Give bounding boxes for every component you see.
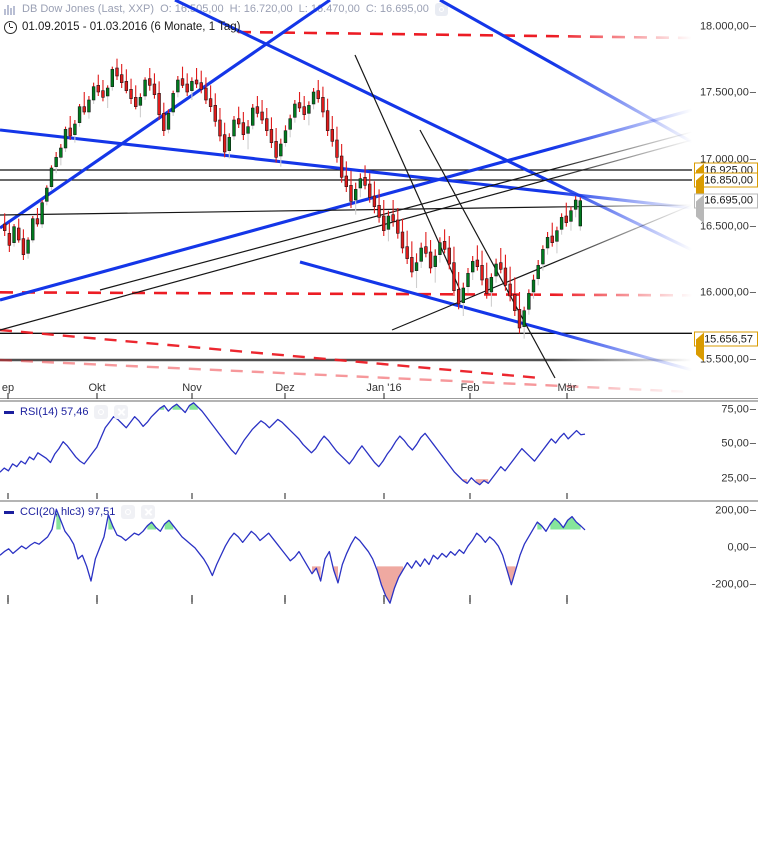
cci-gear-icon[interactable]	[121, 505, 136, 519]
time-axis-label: ep	[1, 382, 15, 394]
price-chart-pane[interactable]	[0, 0, 758, 400]
price-axis-tick: 15.500,00	[700, 354, 756, 366]
indicator-axis-tick: 25,00	[721, 473, 756, 485]
clock-icon	[4, 20, 17, 34]
price-axis-tick: 16.000,00	[700, 287, 756, 299]
time-axis-label: Feb	[460, 382, 480, 394]
legend-dash-icon	[4, 410, 14, 414]
rsi-gear-icon[interactable]	[94, 405, 109, 419]
rsi-close-icon[interactable]	[114, 405, 129, 419]
cci-legend: CCI(20, hlc3) 97,51	[4, 505, 156, 519]
legend-dash-icon	[4, 510, 14, 514]
indicator-axis-tick: 0,00	[727, 542, 756, 553]
time-axis-label: Mär	[557, 382, 577, 394]
date-range-header: 01.09.2015 - 01.03.2016 (6 Monate, 1 Tag…	[0, 18, 758, 36]
bottom-axis-svg	[7, 595, 568, 602]
time-axis-label: Nov	[182, 382, 202, 394]
cci-chart-pane[interactable]	[0, 500, 758, 605]
price-axis-tick: 17.000,00	[700, 154, 756, 166]
indicator-axis-tick: -200,00	[712, 579, 756, 590]
price-marker-label[interactable]: 16.695,00	[694, 193, 758, 224]
cci-close-icon[interactable]	[141, 505, 156, 519]
cci-chart-svg	[0, 500, 758, 604]
price-chart-svg	[0, 0, 758, 399]
gear-icon[interactable]	[434, 2, 448, 16]
quote-high: H: 16.720,00	[229, 3, 293, 15]
quote-close: C: 16.695,00	[365, 3, 429, 15]
indicator-axis-tick: 50,00	[721, 438, 756, 450]
bottom-time-axis	[0, 595, 758, 610]
price-marker-label[interactable]: 15.656,57	[694, 331, 758, 362]
price-axis-tick: 16.500,00	[700, 221, 756, 232]
indicator-axis-tick: 200,00	[715, 505, 756, 517]
rsi-chart-pane[interactable]	[0, 400, 758, 500]
instrument-header: DB Dow Jones (Last, XXP) O: 16.505,00 H:…	[0, 0, 758, 18]
time-axis-label: Okt	[88, 382, 106, 394]
instrument-name: DB Dow Jones (Last, XXP)	[22, 3, 155, 15]
rsi-legend: RSI(14) 57,46	[4, 405, 129, 419]
time-axis-label: Dez	[275, 382, 295, 394]
date-range-label[interactable]: 01.09.2015 - 01.03.2016 (6 Monate, 1 Tag…	[22, 21, 241, 33]
price-marker-label[interactable]: 16.850,00	[694, 172, 758, 203]
price-axis-tick: 18.000,00	[700, 21, 756, 32]
cci-label: CCI(20, hlc3) 97,51	[20, 506, 116, 518]
price-axis-tick: 17.500,00	[700, 87, 756, 99]
indicator-axis-tick: 75,00	[721, 404, 756, 415]
rsi-label: RSI(14) 57,46	[20, 406, 89, 418]
rsi-chart-svg	[0, 400, 758, 499]
bar-chart-icon	[4, 4, 16, 15]
time-axis-label: Jan '16	[366, 382, 402, 394]
